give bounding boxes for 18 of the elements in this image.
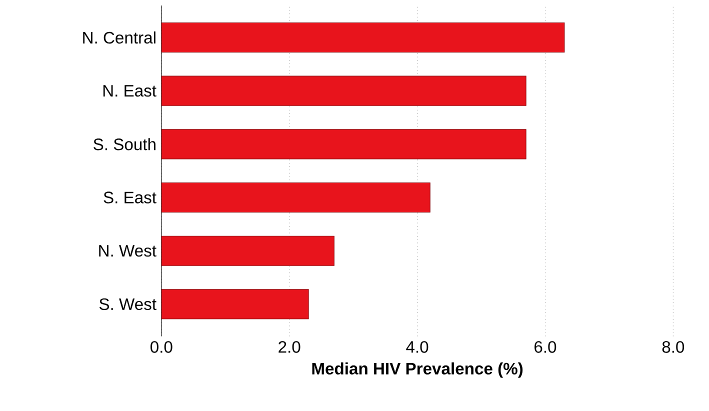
y-tick-label: N. Central [83,31,156,44]
y-tick-label: S. South [94,138,156,150]
x-axis-title: Median HIV Prevalence (%) [312,362,523,378]
x-tick-label: 8.0 [662,341,684,353]
bar [161,236,334,266]
x-tick-label: 0.0 [150,341,172,353]
bar [161,76,526,106]
y-tick-label: S. West [99,298,156,310]
y-tick-label: S. East [104,192,156,204]
x-tick-label: 2.0 [278,341,300,353]
bar [161,129,526,160]
bar [161,22,565,53]
y-tick-label: N. West [99,245,156,257]
y-tick-label: N. East [103,85,156,97]
x-tick-label: 6.0 [534,341,556,353]
bar [161,182,430,213]
bar [161,289,309,320]
x-tick-label: 4.0 [406,341,428,353]
